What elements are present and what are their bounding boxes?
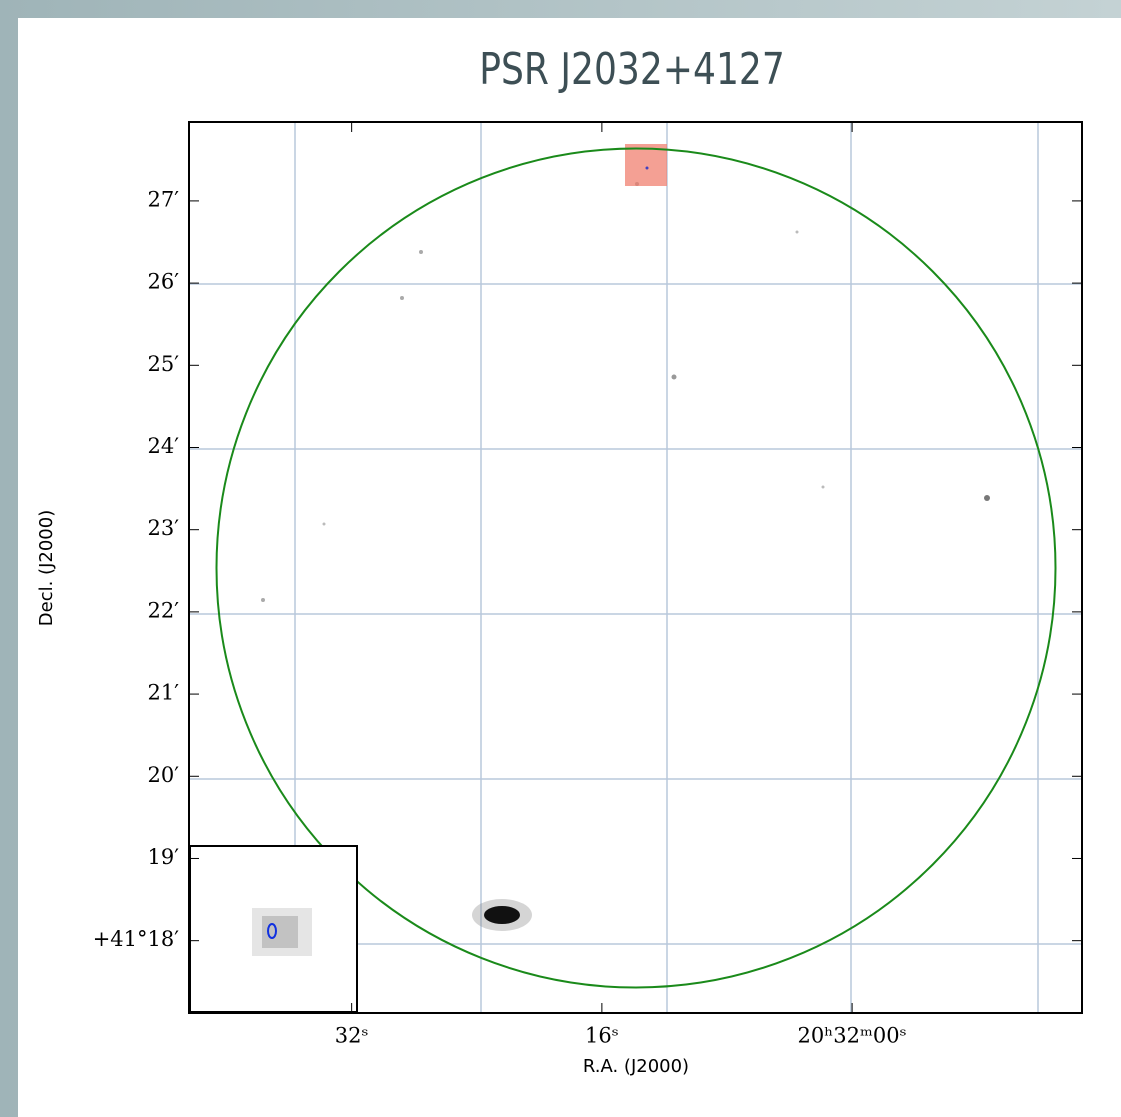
y-tick-label: 23′ (148, 516, 180, 540)
star (323, 523, 326, 526)
y-tick-label: 25′ (148, 352, 180, 376)
star (822, 486, 825, 489)
star (261, 598, 265, 602)
y-tick-label: 22′ (148, 598, 180, 622)
x-tick-label: 32ˢ (335, 1024, 369, 1048)
star (796, 231, 799, 234)
y-tick-label: 19′ (148, 845, 180, 869)
y-tick-label: +41°18′ (93, 927, 180, 951)
galaxy (484, 906, 520, 924)
y-axis-label: Decl. (J2000) (36, 510, 57, 626)
y-tick-label: 21′ (148, 681, 180, 705)
star (400, 296, 404, 300)
x-axis-label: R.A. (J2000) (583, 1056, 689, 1077)
y-tick-label: 24′ (148, 434, 180, 458)
star (984, 495, 990, 501)
x-tick-label: 20ʰ32ᵐ00ˢ (797, 1024, 906, 1048)
star (672, 375, 677, 380)
chart-title: PSR J2032+4127 (479, 45, 785, 95)
chart: PSR J2032+4127 R.A. (J2000) Decl. (J2000… (0, 0, 1121, 1117)
inset (190, 846, 357, 1012)
highlight-box (625, 144, 667, 186)
star (419, 250, 423, 254)
x-tick-label: 16ˢ (585, 1024, 619, 1048)
source-marker (646, 167, 649, 170)
y-tick-label: 26′ (148, 270, 180, 294)
y-tick-label: 27′ (148, 187, 180, 211)
page: {"chart_data": {"type": "image", "title"… (0, 0, 1121, 1117)
y-tick-label: 20′ (148, 763, 180, 787)
